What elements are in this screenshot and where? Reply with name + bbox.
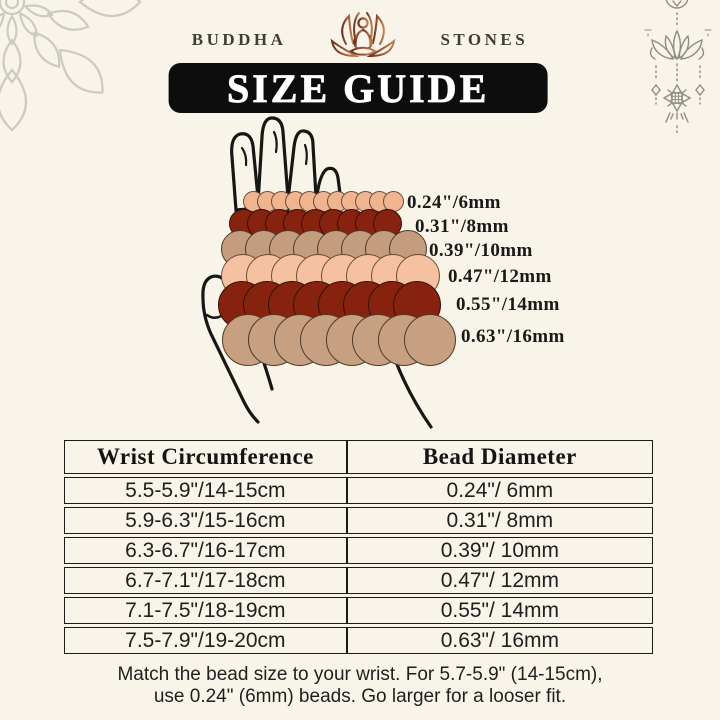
bead-size-label: 0.31"/8mm: [415, 216, 509, 237]
fit-note: Match the bead size to your wrist. For 5…: [0, 664, 720, 708]
table-cell: 5.5-5.9"/14-15cm: [64, 477, 347, 504]
table-row: 6.3-6.7"/16-17cm 0.39"/ 10mm: [64, 537, 653, 564]
table-cell: 0.24"/ 6mm: [346, 477, 653, 504]
size-table-body: 5.5-5.9"/14-15cm 0.24"/ 6mm 5.9-6.3"/15-16…: [64, 477, 653, 654]
bead-strand-16mm: [222, 314, 456, 366]
mandala-corner-ornament-icon: [0, 0, 142, 132]
table-header-cell: Bead Diameter: [346, 440, 653, 474]
bead-strand-6mm: [243, 191, 404, 212]
brand-name-right: STONES: [440, 30, 529, 49]
lotus-meditation-icon: [331, 12, 396, 58]
bead-size-label: 0.63"/16mm: [461, 326, 565, 347]
table-cell: 7.5-7.9"/19-20cm: [64, 627, 347, 654]
bead-size-label: 0.39"/10mm: [429, 240, 533, 261]
size-table-head-row: Wrist Circumference Bead Diameter: [64, 440, 653, 474]
table-row: 6.7-7.1"/17-18cm 0.47"/ 12mm: [64, 567, 653, 594]
table-row: 7.5-7.9"/19-20cm 0.63"/ 16mm: [64, 627, 653, 654]
brand-name-left: BUDDHA: [191, 30, 287, 49]
table-header-cell: Wrist Circumference: [64, 440, 347, 474]
size-table: Wrist Circumference Bead Diameter 5.5-5.9…: [64, 437, 653, 657]
table-cell: 0.31"/ 8mm: [346, 507, 653, 534]
bead-size-label: 0.24"/6mm: [407, 192, 501, 213]
table-cell: 0.39"/ 10mm: [346, 537, 653, 564]
bead-size-label: 0.47"/12mm: [448, 266, 552, 287]
table-row: 5.9-6.3"/15-16cm 0.31"/ 8mm: [64, 507, 653, 534]
table-cell: 0.63"/ 16mm: [346, 627, 653, 654]
size-guide-title: SIZE GUIDE: [226, 65, 490, 111]
fit-note-line2: use 0.24" (6mm) beads. Go larger for a l…: [153, 686, 567, 707]
bead-size-label: 0.55"/14mm: [456, 294, 560, 315]
table-cell: 0.55"/ 14mm: [346, 597, 653, 624]
table-cell: 6.7-7.1"/17-18cm: [64, 567, 347, 594]
brand-header: BUDDHA STO: [0, 12, 720, 66]
table-row: 7.1-7.5"/18-19cm 0.55"/ 14mm: [64, 597, 653, 624]
table-cell: 7.1-7.5"/18-19cm: [64, 597, 347, 624]
size-guide-banner: SIZE GUIDE: [168, 63, 548, 113]
table-row: 5.5-5.9"/14-15cm 0.24"/ 6mm: [64, 477, 653, 504]
table-cell: 0.47"/ 12mm: [346, 567, 653, 594]
table-cell: 5.9-6.3"/15-16cm: [64, 507, 347, 534]
hanging-lotus-ornament-icon: [644, 0, 712, 137]
fit-note-line1: Match the bead size to your wrist. For 5…: [117, 664, 603, 685]
bead: [404, 314, 456, 366]
table-cell: 6.3-6.7"/16-17cm: [64, 537, 347, 564]
